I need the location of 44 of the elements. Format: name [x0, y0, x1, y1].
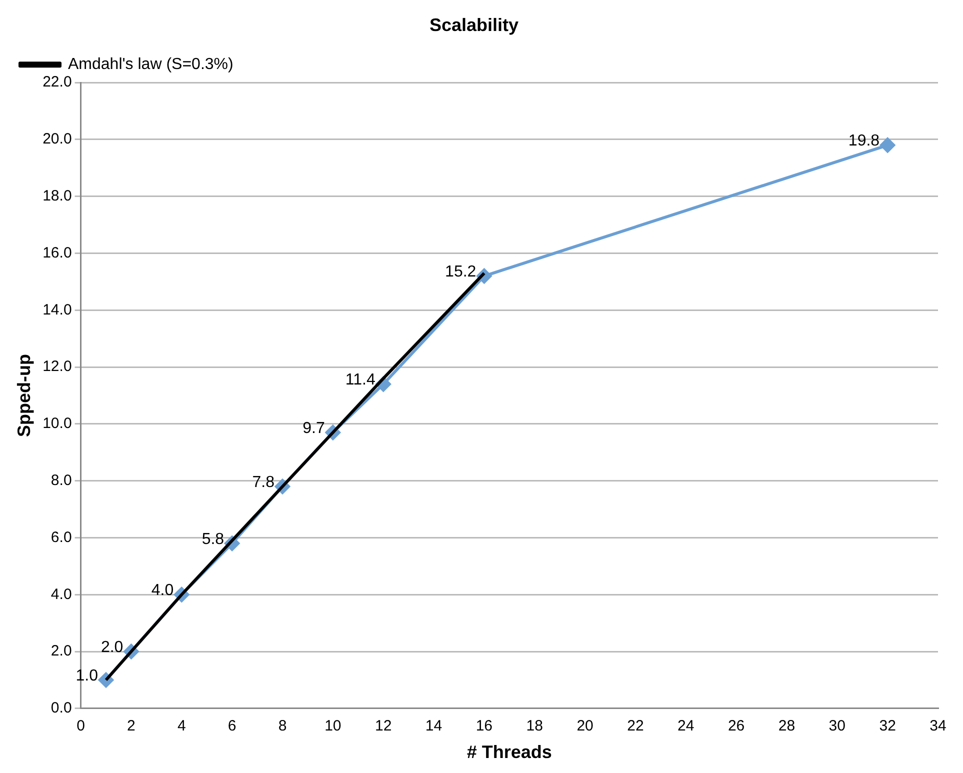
y-axis-title: Spped-up [14, 354, 34, 437]
chart-title: Scalability [429, 14, 519, 35]
data-label: 5.8 [202, 530, 224, 548]
y-tick-label: 16.0 [42, 244, 72, 262]
legend-label: Amdahl's law (S=0.3%) [68, 56, 234, 74]
x-tick-label: 12 [374, 718, 392, 735]
x-tick-label: 2 [127, 718, 136, 735]
data-label: 11.4 [345, 372, 376, 389]
x-tick-label: 22 [627, 718, 644, 735]
x-tick-label: 14 [425, 718, 442, 735]
data-label: 15.2 [445, 263, 476, 280]
y-tick-label: 6.0 [50, 528, 72, 546]
x-tick-label: 24 [678, 718, 694, 735]
y-tick-label: 10.0 [42, 415, 72, 432]
x-tick-label: 0 [76, 718, 85, 735]
x-tick-label: 26 [728, 718, 745, 735]
data-label: 1.0 [76, 667, 98, 684]
x-tick-label: 32 [879, 718, 896, 735]
x-tick-label: 34 [930, 718, 946, 735]
x-tick-label: 6 [228, 718, 236, 735]
x-tick-label: 28 [778, 718, 796, 735]
x-tick-label: 18 [526, 718, 543, 735]
data-label: 2.0 [100, 638, 124, 656]
y-tick-label: 4.0 [50, 586, 72, 603]
y-tick-label: 8.0 [50, 472, 72, 489]
x-tick-label: 4 [177, 718, 186, 735]
x-tick-label: 8 [278, 718, 287, 735]
x-tick-label: 10 [324, 718, 342, 735]
point [880, 138, 896, 153]
y-tick-label: 2.0 [50, 642, 72, 660]
data-label: 19.8 [848, 132, 880, 150]
y-tick-label: 18.0 [42, 188, 72, 205]
y-tick-label: 14.0 [42, 301, 72, 318]
y-tick-label: 12.0 [42, 358, 72, 376]
data-label: 7.8 [252, 474, 275, 491]
x-tick-label: 30 [828, 718, 846, 735]
x-axis-title: # Threads [466, 742, 552, 762]
x-tick-label: 20 [576, 718, 594, 735]
x-tick-label: 16 [476, 718, 493, 735]
y-tick-label: 20.0 [42, 130, 72, 148]
data-label: 9.7 [302, 420, 326, 437]
y-tick-label: 0.0 [50, 700, 72, 717]
data-label: 4.0 [151, 582, 174, 600]
y-tick-label: 22.0 [42, 74, 72, 91]
